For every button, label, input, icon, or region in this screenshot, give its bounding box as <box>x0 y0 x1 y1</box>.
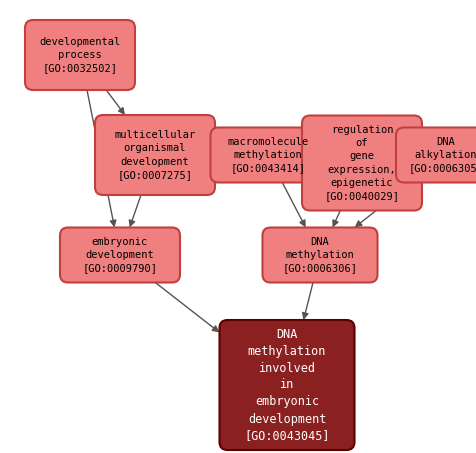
Text: regulation
of
gene
expression,
epigenetic
[GO:0040029]: regulation of gene expression, epigeneti… <box>324 125 399 201</box>
Text: embryonic
development
[GO:0009790]: embryonic development [GO:0009790] <box>82 237 157 273</box>
Text: DNA
alkylation
[GO:0006305]: DNA alkylation [GO:0006305] <box>407 137 476 173</box>
Text: DNA
methylation
[GO:0006306]: DNA methylation [GO:0006306] <box>282 237 357 273</box>
FancyBboxPatch shape <box>262 227 377 283</box>
FancyBboxPatch shape <box>210 127 325 183</box>
Text: developmental
process
[GO:0032502]: developmental process [GO:0032502] <box>40 37 120 73</box>
FancyBboxPatch shape <box>60 227 179 283</box>
Text: multicellular
organismal
development
[GO:0007275]: multicellular organismal development [GO… <box>114 130 195 180</box>
Text: macromolecule
methylation
[GO:0043414]: macromolecule methylation [GO:0043414] <box>227 137 308 173</box>
Text: DNA
methylation
involved
in
embryonic
development
[GO:0043045]: DNA methylation involved in embryonic de… <box>244 328 329 443</box>
FancyBboxPatch shape <box>395 127 476 183</box>
FancyBboxPatch shape <box>25 20 135 90</box>
FancyBboxPatch shape <box>219 320 354 450</box>
FancyBboxPatch shape <box>301 116 421 211</box>
FancyBboxPatch shape <box>95 115 215 195</box>
